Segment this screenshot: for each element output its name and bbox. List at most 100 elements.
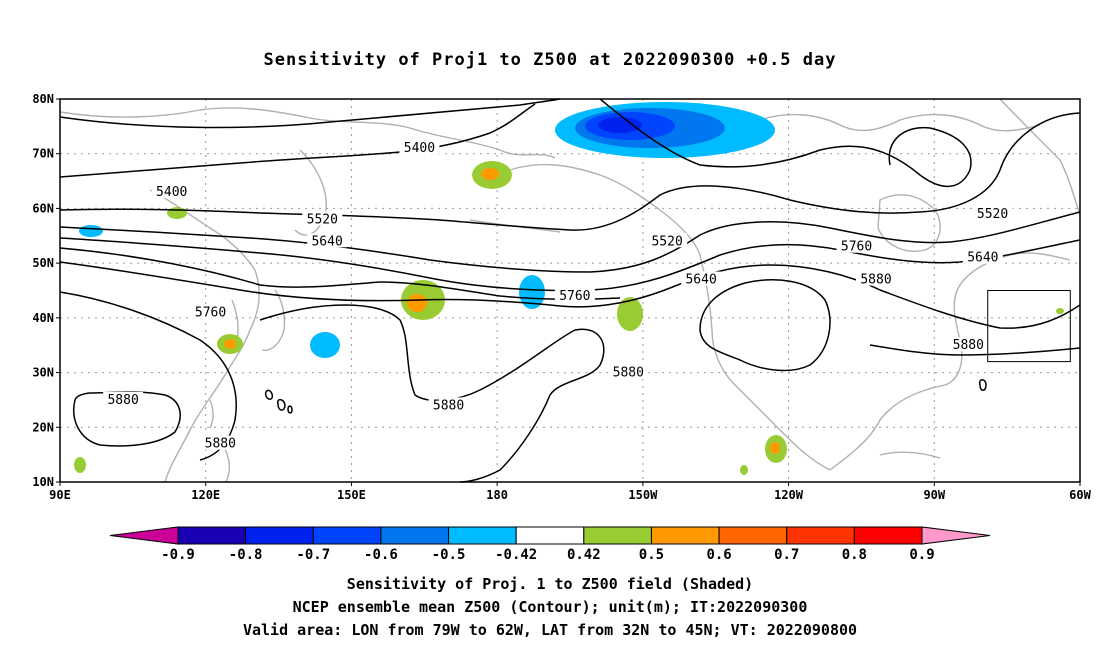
lat-label: 20N — [32, 420, 54, 434]
contour-5760 — [59, 261, 1081, 329]
shade-pos-ne-pacific — [617, 297, 643, 331]
contour-label-bg — [151, 184, 192, 199]
colorbar-label: -0.5 — [432, 547, 466, 563]
colorbar-box — [380, 526, 450, 545]
contour-label: 5400 — [156, 185, 187, 200]
shade-pos-bering-core — [481, 168, 499, 180]
shade-pos-small-1 — [167, 207, 187, 219]
map-figure: 5400 5400 5520 5520 5520 5640 5640 5640 5760 5760… — [32, 92, 1092, 563]
caption-valid-area: Valid area: LON from 79W to 62W, LAT fro… — [242, 621, 858, 639]
contour-label: 5520 — [977, 207, 1008, 222]
colorbar-box — [650, 526, 720, 545]
contour-label: 5880 — [107, 393, 138, 408]
lon-label: 120E — [191, 488, 220, 502]
contour-label-bg — [554, 287, 595, 302]
coastline-greenland — [999, 98, 1081, 216]
contour-label-bg — [399, 140, 440, 155]
shade-pos-central-pacific-core — [407, 294, 427, 312]
colorbar-label: 0.7 — [774, 547, 799, 563]
longitude-labels: 90E 120E 150E 180 150W 120W 90W 60W — [49, 482, 1092, 502]
colorbar-label: 0.9 — [909, 547, 934, 563]
lon-label: 150W — [628, 488, 658, 502]
contour-5760-b — [59, 247, 621, 301]
colorbar-label: -0.6 — [364, 547, 398, 563]
shade-pos-speck-2 — [740, 465, 748, 475]
lon-label: 90W — [923, 488, 945, 502]
contour-label-bg — [647, 233, 688, 248]
shade-neg-small-1 — [79, 225, 103, 237]
contour-label: 5880 — [433, 398, 464, 413]
contour-5880-wpac — [73, 391, 181, 447]
sensitivity-shading — [74, 102, 1064, 475]
lat-label: 30N — [32, 366, 54, 380]
coastline-taiwan — [209, 399, 214, 429]
contour-label-bg — [681, 271, 722, 286]
contour-label-bg — [856, 271, 896, 286]
contour-small-island — [264, 389, 293, 414]
coastline-hudson-bay — [877, 194, 941, 252]
contour-label: 5640 — [311, 234, 342, 249]
colorbar-label: -0.9 — [161, 547, 195, 563]
contour-5880-na — [699, 279, 831, 372]
contour-label: 5760 — [841, 240, 872, 255]
colorbar-box — [245, 526, 314, 545]
contour-5640-b — [59, 237, 1081, 292]
colorbar-label: 0.42 — [567, 547, 601, 563]
lon-label: 90E — [49, 488, 71, 502]
colorbar-box — [448, 526, 517, 545]
contour-label: 5520 — [651, 234, 682, 249]
map-frame — [59, 98, 1081, 483]
lon-label: 150E — [337, 488, 366, 502]
colorbar-label: 0.6 — [706, 547, 731, 563]
colorbar-label: -0.8 — [229, 547, 263, 563]
contour-label-bg — [302, 211, 343, 226]
contour-5880-east — [869, 344, 1081, 356]
contour-5400-north — [59, 98, 561, 129]
colorbar-box — [583, 526, 652, 545]
valid-area-box — [987, 290, 1071, 363]
contour-label-bg — [200, 435, 241, 450]
coastline-caribbean — [879, 451, 941, 459]
colorbar-right-arrow — [921, 526, 991, 545]
lat-label: 70N — [32, 147, 54, 161]
contour-label: 5640 — [685, 273, 716, 288]
contour-label-bg — [103, 391, 144, 406]
shade-pos-korea-core — [224, 339, 236, 349]
shade-pos-mexico-core — [770, 442, 780, 454]
shade-neg-pacific — [310, 332, 340, 358]
coastline-east-asia — [149, 189, 260, 483]
contour-label-bg — [962, 249, 1003, 264]
lat-label: 60N — [32, 201, 54, 215]
contour-label: 5880 — [613, 366, 644, 381]
shade-neg-arctic-core — [598, 117, 642, 133]
shade-pos-speck-3 — [1056, 308, 1064, 314]
contour-label-bg — [836, 238, 877, 253]
coastline-japan — [261, 289, 286, 352]
contour-label: 5760 — [195, 305, 226, 320]
colorbar-left-arrow — [109, 526, 179, 545]
contour-label: 5760 — [559, 289, 590, 304]
z500-contours — [59, 98, 1081, 483]
lat-label: 80N — [32, 92, 54, 106]
colorbar: -0.9 -0.8 -0.7 -0.6 -0.5 -0.42 0.42 0.5 0.6 0.7 0.… — [109, 526, 991, 563]
contour-label-bg — [307, 233, 348, 248]
contour-label-bg — [428, 397, 469, 412]
contour-5520 — [59, 112, 1081, 231]
colorbar-box — [853, 526, 923, 545]
contour-5640 — [59, 211, 1081, 273]
coastline-na-west — [699, 254, 831, 471]
lon-label: 180 — [486, 488, 508, 502]
lat-label: 40N — [32, 311, 54, 325]
contour-5400-south — [59, 98, 972, 188]
colorbar-box — [515, 526, 585, 545]
contour-label: 5880 — [953, 338, 984, 353]
lat-label: 50N — [32, 256, 54, 270]
contour-labels: 5400 5400 5520 5520 5520 5640 5640 5640 5760 5760… — [103, 140, 1013, 452]
caption-shaded: Sensitivity of Proj. 1 to Z500 field (Sh… — [346, 575, 754, 593]
colorbar-box — [786, 526, 855, 545]
chart-title: Sensitivity of Proj1 to Z500 at 20220903… — [263, 50, 837, 70]
lon-label: 120W — [774, 488, 804, 502]
contour-label-bg — [972, 205, 1013, 220]
coastline-alaska — [509, 163, 701, 256]
contour-label: 5400 — [404, 141, 435, 156]
